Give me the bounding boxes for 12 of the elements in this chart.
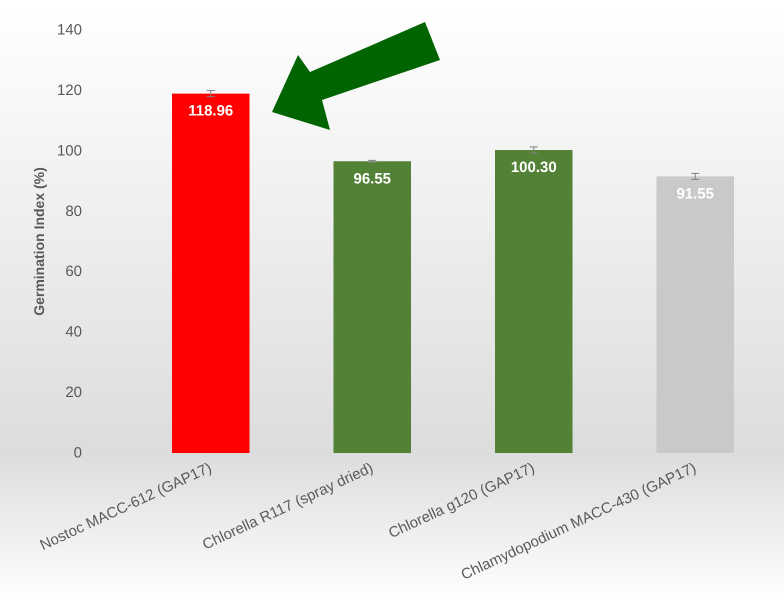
y-tick-label: 100 [56, 142, 82, 160]
y-tick-label: 20 [65, 384, 82, 402]
y-tick-label: 0 [74, 444, 82, 462]
y-tick-label: 140 [56, 22, 82, 38]
y-tick-label: 40 [65, 324, 82, 341]
data-label: 96.55 [353, 170, 392, 188]
y-tick-label: 80 [65, 202, 82, 220]
data-label: 100.30 [510, 158, 557, 176]
y-tick-label: 60 [65, 263, 82, 280]
y-axis-title: Germination Index (%) [31, 167, 48, 316]
y-tick-label: 120 [56, 82, 82, 99]
data-label: 118.96 [188, 102, 234, 120]
